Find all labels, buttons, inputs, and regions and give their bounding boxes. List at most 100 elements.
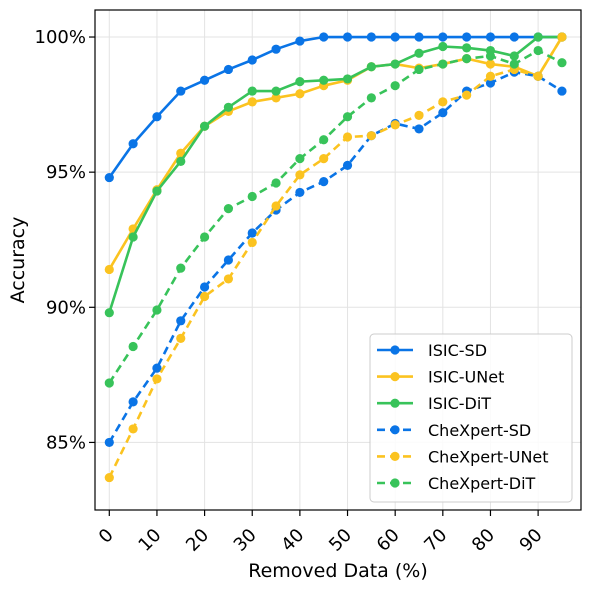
legend-marker [390, 478, 400, 488]
x-tick-label: 40 [277, 525, 308, 556]
data-point-chexpert-unet [319, 154, 329, 164]
data-point-isic-sd [295, 36, 305, 46]
x-tick-label: 60 [373, 525, 404, 556]
legend-label: CheXpert-SD [428, 421, 531, 440]
series-isic-dit [104, 32, 567, 318]
data-point-chexpert-unet [462, 90, 472, 100]
data-point-isic-sd [152, 112, 162, 122]
data-point-isic-dit [390, 59, 400, 69]
data-point-chexpert-unet [390, 120, 400, 130]
data-point-chexpert-dit [485, 51, 496, 61]
data-point-isic-sd [509, 32, 519, 42]
data-point-chexpert-sd [176, 316, 186, 326]
data-point-chexpert-dit [462, 54, 472, 64]
legend-item: CheXpert-DiT [377, 474, 536, 493]
data-point-chexpert-dit [509, 59, 519, 69]
data-point-chexpert-unet [438, 97, 448, 107]
legend-marker [390, 345, 400, 355]
data-point-chexpert-dit [366, 93, 376, 103]
data-point-isic-sd [342, 32, 353, 42]
legend-label: CheXpert-DiT [428, 474, 536, 493]
x-tick-label: 80 [468, 525, 499, 556]
data-point-isic-dit [295, 77, 305, 87]
data-point-isic-dit [128, 232, 138, 242]
data-point-isic-dit [199, 121, 210, 131]
y-tick-label: 95% [46, 162, 86, 183]
data-point-chexpert-dit [295, 154, 305, 164]
data-point-chexpert-dit [176, 263, 186, 273]
data-point-isic-sd [271, 44, 281, 54]
data-point-chexpert-sd [152, 363, 162, 373]
data-point-chexpert-dit [414, 64, 424, 75]
data-point-isic-sd [319, 32, 329, 42]
data-point-isic-dit [533, 32, 543, 42]
data-point-isic-sd [390, 32, 400, 42]
data-point-chexpert-unet [176, 333, 186, 343]
data-point-chexpert-unet [342, 132, 353, 142]
data-point-chexpert-dit [342, 112, 353, 122]
data-point-chexpert-sd [104, 437, 114, 448]
data-point-isic-sd [199, 75, 210, 85]
legend-label: ISIC-SD [428, 341, 487, 360]
y-axis-ticks: 85% 90% 95% 100% [35, 27, 95, 453]
data-point-chexpert-dit [438, 59, 448, 69]
data-point-chexpert-unet [366, 131, 376, 141]
data-point-chexpert-unet [223, 274, 234, 284]
data-point-chexpert-sd [128, 397, 138, 407]
series-chexpert-dit [104, 45, 567, 388]
legend-marker [390, 398, 400, 408]
data-point-chexpert-sd [438, 108, 448, 118]
x-tick-label: 30 [230, 525, 261, 556]
data-point-chexpert-unet [557, 32, 567, 42]
x-tick-label: 90 [516, 525, 547, 556]
series-line-chexpert-unet [108, 36, 564, 479]
data-point-isic-unet [104, 264, 114, 275]
data-point-chexpert-dit [104, 378, 114, 388]
data-point-chexpert-dit [557, 58, 567, 68]
data-point-isic-dit [438, 41, 448, 52]
series-chexpert-unet [104, 32, 567, 483]
data-point-isic-dit [414, 48, 424, 58]
y-axis-label: Accuracy [7, 217, 29, 304]
data-point-isic-unet [485, 59, 496, 69]
y-tick-label: 85% [46, 432, 86, 453]
data-point-isic-dit [319, 75, 329, 85]
data-point-isic-sd [414, 32, 424, 42]
legend-marker [390, 451, 400, 461]
series-isic-sd [104, 32, 567, 183]
data-point-isic-unet [271, 93, 281, 103]
data-point-isic-dit [462, 43, 472, 53]
data-point-chexpert-dit [271, 178, 281, 188]
x-tick-label: 50 [325, 525, 356, 556]
legend-marker [390, 372, 400, 382]
x-tick-label: 10 [134, 525, 165, 556]
series-line-chexpert-dit [108, 49, 563, 384]
data-point-chexpert-dit [390, 81, 400, 91]
data-point-isic-dit [247, 86, 257, 96]
legend-label: ISIC-UNet [428, 368, 504, 387]
legend-label: CheXpert-UNet [428, 447, 549, 466]
plot-series [104, 32, 567, 483]
data-point-chexpert-unet [247, 237, 257, 248]
data-point-isic-sd [128, 139, 138, 149]
data-point-isic-unet [176, 148, 186, 158]
legend-label: ISIC-DiT [428, 394, 491, 413]
data-point-isic-dit [509, 51, 519, 61]
legend-marker [390, 425, 400, 435]
legend-item: CheXpert-SD [377, 421, 531, 440]
data-point-chexpert-sd [485, 78, 496, 88]
data-point-chexpert-sd [295, 187, 305, 198]
data-point-isic-sd [438, 32, 448, 42]
legend-item: ISIC-SD [377, 341, 487, 360]
data-point-isic-sd [176, 86, 186, 96]
data-point-chexpert-sd [199, 282, 210, 292]
series-line-chexpert-sd [108, 70, 563, 444]
data-point-chexpert-unet [152, 374, 162, 384]
plot-frame [94, 9, 582, 511]
data-point-isic-dit [223, 102, 234, 112]
legend-item: ISIC-UNet [377, 368, 504, 387]
data-point-isic-sd [462, 32, 472, 42]
data-point-chexpert-dit [247, 191, 257, 202]
data-point-chexpert-dit [223, 204, 234, 214]
